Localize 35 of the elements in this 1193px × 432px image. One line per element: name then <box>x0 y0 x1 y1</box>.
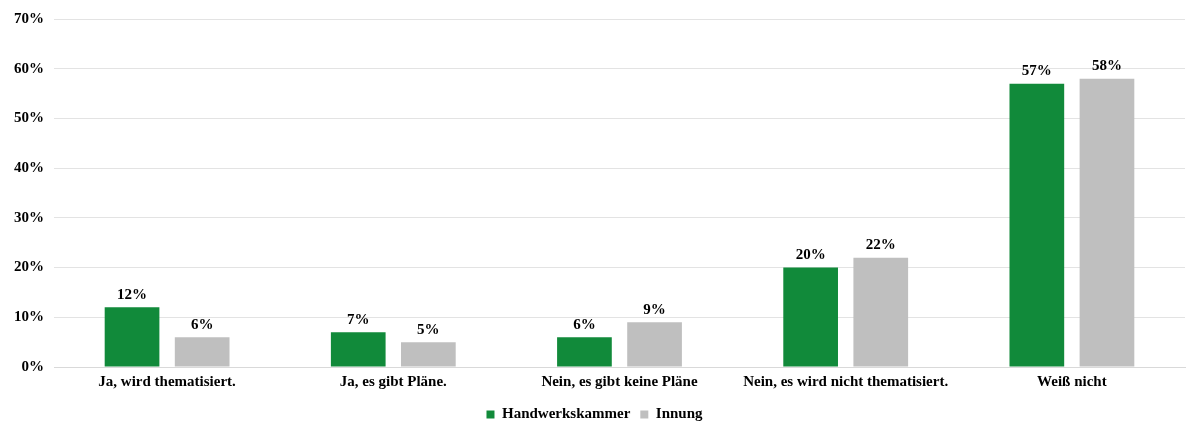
bar <box>1079 78 1135 367</box>
data-label: 5% <box>417 320 440 337</box>
y-tick-label: 10% <box>14 308 44 325</box>
y-tick-label: 40% <box>14 159 44 176</box>
legend-label: Innung <box>655 405 704 422</box>
bar <box>853 257 909 367</box>
bar <box>174 337 230 367</box>
bar <box>104 307 160 367</box>
bar <box>627 322 682 367</box>
y-tick-label: 70% <box>14 9 44 26</box>
y-tick-label: 60% <box>14 59 44 76</box>
bar <box>330 332 386 367</box>
data-label: 9% <box>643 300 666 317</box>
data-label: 20% <box>795 245 826 262</box>
bar <box>401 342 456 367</box>
x-tick-label: Nein, es wird nicht thematisiert. <box>743 372 949 389</box>
data-label: 6% <box>190 315 214 332</box>
data-label: 7% <box>346 310 370 327</box>
legend-label: Handwerkskammer <box>501 405 631 422</box>
data-label: 57% <box>1021 62 1052 78</box>
data-label: 58% <box>1091 57 1122 74</box>
y-tick-label: 50% <box>14 109 44 126</box>
y-tick-label: 30% <box>14 208 44 225</box>
bar <box>557 337 612 367</box>
x-tick-label: Ja, wird thematisiert. <box>98 372 237 389</box>
bar <box>1009 83 1065 367</box>
x-tick-label: Ja, es gibt Pläne. <box>339 372 448 389</box>
bar <box>783 267 838 367</box>
y-tick-label: 0% <box>21 357 44 374</box>
y-tick-label: 20% <box>14 258 44 275</box>
data-label: 22% <box>865 236 896 252</box>
data-label: 12% <box>117 285 148 302</box>
x-tick-label: Nein, es gibt keine Pläne <box>541 372 698 389</box>
data-label: 6% <box>573 315 596 332</box>
x-tick-label: Weiß nicht <box>1037 372 1107 389</box>
